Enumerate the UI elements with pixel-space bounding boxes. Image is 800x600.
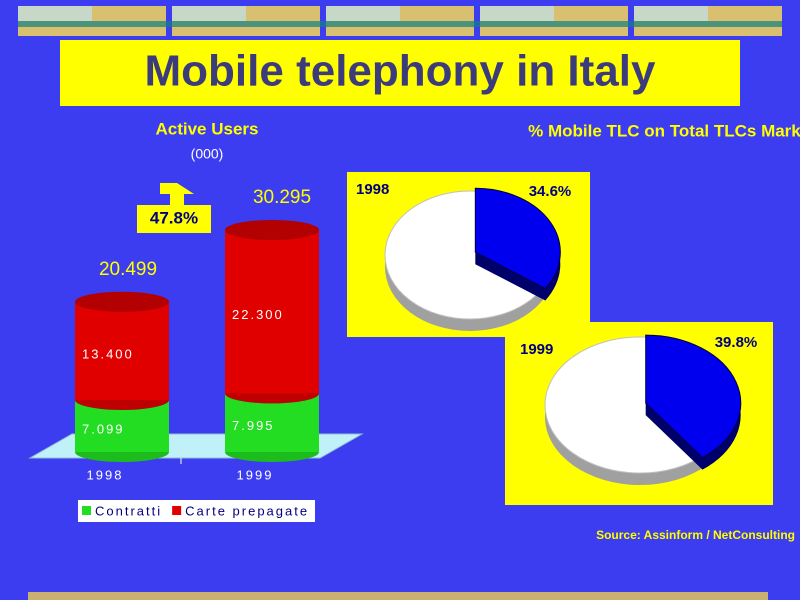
pie-category: 1999 (520, 341, 553, 358)
value-label: 13.400 (82, 346, 134, 361)
decoration (18, 6, 782, 600)
x-tick-label: 1999 (237, 467, 274, 482)
legend-label: Carte prepagate (185, 503, 309, 518)
annotation-box (137, 205, 211, 233)
stripe (172, 6, 246, 21)
bar-subtitle: (000) (191, 146, 224, 162)
stripe (18, 6, 92, 21)
value-label: 7.099 (82, 421, 125, 436)
bar (225, 230, 319, 394)
value-label: 22.300 (232, 307, 284, 322)
bar-title: Active Users (155, 119, 258, 138)
cylinder-top (225, 220, 319, 240)
pie-value-label: 39.8% (715, 334, 758, 351)
stripe (480, 6, 554, 21)
pie-slice (645, 334, 742, 459)
source: Source: Assinform / NetConsulting (596, 528, 795, 542)
annotation: 47.8% (150, 208, 198, 227)
total-label: 30.295 (253, 187, 311, 208)
bar (75, 301, 169, 400)
stripe (18, 21, 782, 27)
total-label: 20.499 (99, 259, 157, 280)
stripe (28, 592, 768, 600)
cylinder-top (75, 291, 169, 312)
pie-value-label: 34.6% (529, 183, 572, 200)
title-box (60, 40, 740, 106)
pie-category: 1998 (356, 181, 389, 198)
stripe (326, 6, 400, 21)
legend-swatch (82, 506, 91, 515)
slide-title: Mobile telephony in Italy (145, 47, 656, 96)
stripe (634, 6, 708, 21)
legend (78, 500, 315, 522)
arrow (160, 183, 194, 205)
legend-label: Contratti (95, 503, 162, 518)
legend-swatch (172, 506, 182, 515)
pie-title: % Mobile TLC on Total TLCs Market (528, 121, 800, 140)
value-label: 7.995 (232, 418, 275, 433)
x-tick-label: 1998 (87, 467, 124, 482)
pie-slice (474, 187, 561, 290)
